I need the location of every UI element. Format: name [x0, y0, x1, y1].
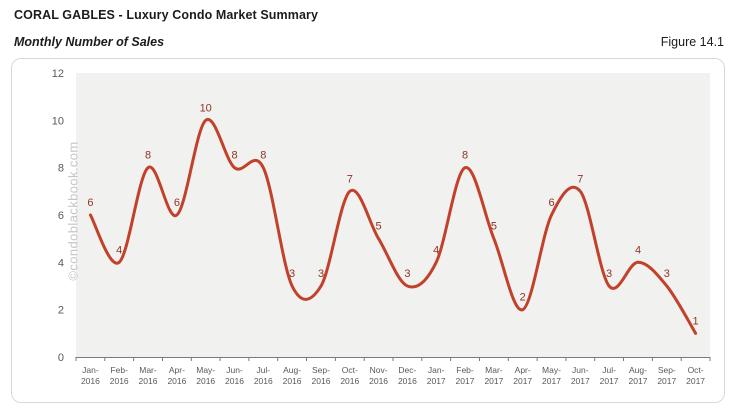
- x-tick-label: Nov-2016: [369, 365, 388, 386]
- x-tick-label: Jul-2017: [600, 365, 619, 386]
- data-label: 10: [200, 102, 212, 114]
- y-tick-label: 4: [58, 257, 64, 269]
- x-tick-label: Apr-2017: [513, 365, 532, 386]
- data-label: 6: [548, 197, 554, 209]
- x-tick-label: Mar-2016: [139, 365, 158, 386]
- data-label: 8: [462, 150, 468, 162]
- y-tick-label: 8: [58, 163, 64, 175]
- data-label: 8: [145, 150, 151, 162]
- data-label: 3: [606, 268, 612, 280]
- x-tick-label: May-2017: [542, 365, 561, 386]
- data-label: 3: [664, 268, 670, 280]
- data-label: 7: [577, 173, 583, 185]
- plot-area: [76, 73, 710, 357]
- x-tick-label: Jun-2017: [571, 365, 590, 386]
- x-tick-label: Sep-2017: [657, 365, 676, 386]
- subheader: Monthly Number of Sales Figure 14.1: [14, 35, 724, 49]
- y-tick-label: 0: [58, 352, 64, 364]
- data-label: 6: [87, 197, 93, 209]
- x-tick-label: Aug-2017: [629, 365, 648, 386]
- data-label: 7: [347, 173, 353, 185]
- x-tick-label: Feb-2016: [110, 365, 129, 386]
- x-tick-label: Feb-2017: [456, 365, 475, 386]
- x-tick-label: Jul-2016: [254, 365, 273, 386]
- x-tick-label: Mar-2017: [484, 365, 503, 386]
- data-label: 4: [116, 244, 122, 256]
- data-label: 5: [376, 221, 382, 233]
- x-tick-label: Aug-2016: [283, 365, 302, 386]
- x-tick-label: Oct-2017: [686, 365, 705, 386]
- x-tick-label: Oct-2016: [340, 365, 359, 386]
- x-tick-label: Apr-2016: [167, 365, 186, 386]
- data-label: 5: [491, 221, 497, 233]
- y-tick-label: 10: [52, 115, 64, 127]
- page-title: CORAL GABLES - Luxury Condo Market Summa…: [14, 8, 319, 22]
- figure-label: Figure 14.1: [660, 35, 724, 49]
- data-label: 3: [404, 268, 410, 280]
- sales-line-chart: 024681012Jan-2016Feb-2016Mar-2016Apr-201…: [52, 68, 711, 386]
- x-tick-label: Dec-2016: [398, 365, 417, 386]
- x-tick-label: May-2016: [196, 365, 215, 386]
- x-tick-label: Jun-2016: [225, 365, 244, 386]
- data-label: 4: [635, 244, 641, 256]
- data-label: 1: [693, 315, 699, 327]
- sales-line: [88, 118, 698, 335]
- data-label: 3: [289, 268, 295, 280]
- y-tick-label: 6: [58, 210, 64, 222]
- data-label: 6: [174, 197, 180, 209]
- y-tick-label: 2: [58, 305, 64, 317]
- x-tick-label: Jan-2017: [427, 365, 446, 386]
- x-tick-label: Jan-2016: [81, 365, 100, 386]
- data-label: 4: [433, 244, 439, 256]
- chart-card: ©condoblackbook.com 0 2 4 6 8 10 12 Jan-2016 Feb…: [11, 58, 725, 403]
- header: CORAL GABLES - Luxury Condo Market Summa…: [0, 0, 738, 49]
- data-label: 2: [520, 292, 526, 304]
- data-label: 3: [318, 268, 324, 280]
- x-tick-label: Sep-2016: [312, 365, 331, 386]
- data-label: 8: [231, 150, 237, 162]
- y-tick-label: 12: [52, 68, 64, 80]
- chart-subtitle: Monthly Number of Sales: [14, 35, 165, 49]
- data-label: 8: [260, 150, 266, 162]
